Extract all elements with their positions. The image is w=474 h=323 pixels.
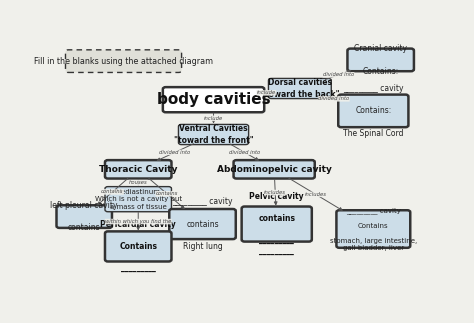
Text: _________ cavity

contains

Right lung: _________ cavity contains Right lung (172, 197, 233, 251)
Text: includes: includes (264, 190, 286, 195)
Text: Ventral Cavities
"toward the front": Ventral Cavities "toward the front" (173, 124, 254, 145)
Text: Abdominopelvic cavity: Abdominopelvic cavity (217, 165, 332, 174)
FancyBboxPatch shape (105, 160, 172, 179)
Text: within which you find the: within which you find the (105, 219, 172, 224)
Text: Mediastinum
Which is not a cavity but
a mass of tissue: Mediastinum Which is not a cavity but a … (95, 189, 182, 210)
Text: contains: contains (101, 189, 124, 194)
Text: Pericardial cavity

Contains

_________: Pericardial cavity Contains _________ (100, 220, 176, 273)
FancyBboxPatch shape (105, 187, 172, 212)
Text: _________ cavity

Contains

stomach, large intestine,
gall bladder, liver: _________ cavity Contains stomach, large… (330, 207, 417, 251)
Text: Thoracic Cavity: Thoracic Cavity (99, 165, 177, 174)
FancyBboxPatch shape (347, 48, 414, 71)
Text: divided into: divided into (159, 150, 191, 155)
Text: include: include (257, 90, 276, 95)
FancyBboxPatch shape (56, 205, 112, 228)
FancyBboxPatch shape (163, 87, 264, 112)
Text: includes: includes (305, 192, 327, 197)
FancyBboxPatch shape (338, 95, 409, 127)
Text: contains: contains (156, 191, 178, 196)
FancyBboxPatch shape (169, 209, 236, 239)
Text: body cavities: body cavities (157, 92, 270, 107)
Text: Fill in the blanks using the attached diagram: Fill in the blanks using the attached di… (34, 57, 213, 66)
Text: divided into: divided into (323, 72, 354, 77)
FancyBboxPatch shape (337, 210, 410, 248)
FancyBboxPatch shape (242, 206, 312, 242)
FancyBboxPatch shape (65, 50, 182, 72)
FancyBboxPatch shape (105, 231, 172, 262)
Text: left pleural cavity

contains: left pleural cavity contains (50, 201, 118, 232)
Text: Dorsal cavities
"toward the back": Dorsal cavities "toward the back" (261, 78, 339, 99)
Text: houses: houses (129, 180, 147, 185)
Text: divided into: divided into (318, 96, 349, 101)
Text: _________ cavity

Contains:

The Spinal Cord: _________ cavity Contains: The Spinal Co… (343, 84, 403, 138)
FancyBboxPatch shape (178, 124, 249, 145)
Text: include: include (204, 116, 223, 121)
Text: divided into: divided into (229, 150, 260, 155)
Text: Cranial cavity

Contains:: Cranial cavity Contains: (354, 44, 407, 76)
Text: Pelvic cavity

contains

_________
_________: Pelvic cavity contains _________ _______… (249, 192, 304, 256)
FancyBboxPatch shape (268, 78, 331, 99)
FancyBboxPatch shape (234, 160, 315, 179)
